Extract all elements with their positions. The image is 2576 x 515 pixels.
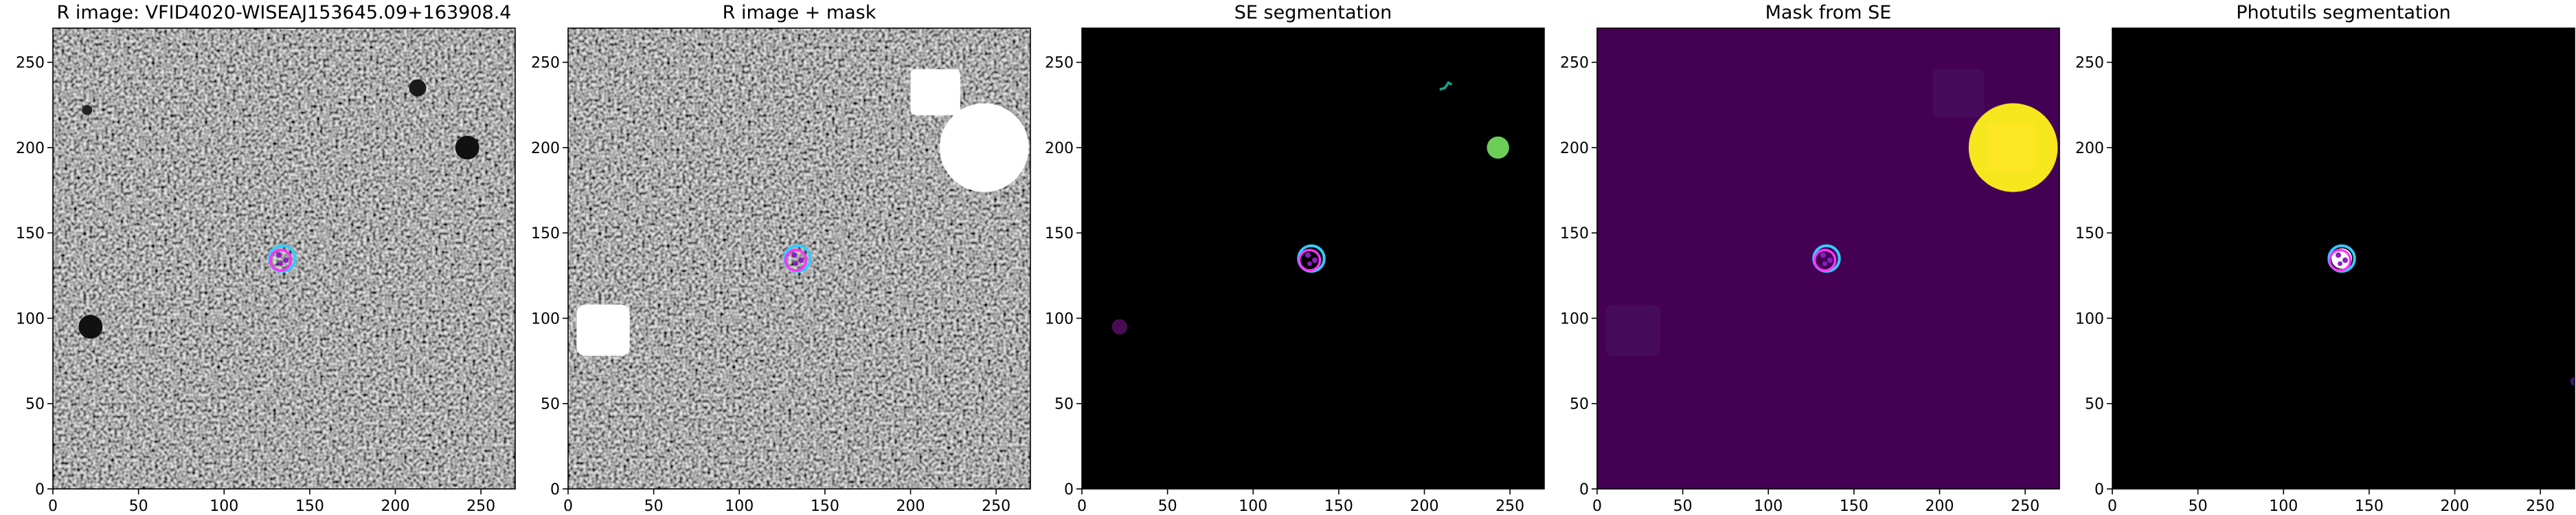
y-tick-label: 150 [531, 225, 560, 242]
x-tick-label: 150 [1324, 498, 1353, 515]
panel-title: R image: VFID4020-WISEAJ153645.09+163908… [57, 2, 512, 23]
y-tick-label: 100 [16, 310, 45, 328]
x-tick-label: 150 [295, 498, 324, 515]
axes-frame [1081, 27, 1545, 490]
x-tick-label: 200 [896, 498, 925, 515]
y-tick-label: 50 [1054, 396, 1074, 413]
x-tick-label: 200 [1925, 498, 1954, 515]
y-tick-label: 100 [1560, 310, 1589, 328]
panel-title: R image + mask [723, 2, 877, 23]
image [1597, 28, 2059, 489]
x-tick-label: 100 [1239, 498, 1267, 515]
image [568, 28, 1030, 489]
axes-frame [1596, 27, 2060, 490]
y-tick-label: 0 [550, 481, 560, 499]
y-tick-label: 150 [2075, 225, 2104, 242]
y-tick-label: 150 [1045, 225, 1074, 242]
x-tick-label: 50 [129, 498, 148, 515]
x-tick-label: 100 [2269, 498, 2298, 515]
x-tick-label: 0 [48, 498, 58, 515]
y-tick-label: 100 [531, 310, 560, 328]
x-tick-label: 0 [563, 498, 573, 515]
y-tick-label: 100 [1045, 310, 1074, 328]
x-tick-label: 150 [1840, 498, 1868, 515]
x-tick-label: 200 [1410, 498, 1439, 515]
x-tick-label: 50 [644, 498, 664, 515]
x-tick-label: 100 [210, 498, 238, 515]
x-tick-label: 250 [1495, 498, 1524, 515]
y-tick-label: 250 [1560, 55, 1589, 72]
x-tick-label: 150 [2355, 498, 2384, 515]
panel-title: Mask from SE [1765, 2, 1892, 23]
y-tick-label: 200 [1560, 140, 1589, 157]
x-tick-label: 100 [725, 498, 754, 515]
x-tick-label: 250 [2526, 498, 2555, 515]
y-tick-label: 250 [2075, 55, 2104, 72]
panel-title: SE segmentation [1234, 2, 1392, 23]
x-tick-label: 200 [2441, 498, 2470, 515]
image [1082, 28, 1544, 489]
x-tick-label: 0 [1592, 498, 1602, 515]
y-tick-label: 250 [531, 55, 560, 72]
x-tick-label: 250 [982, 498, 1010, 515]
y-tick-label: 50 [25, 396, 45, 413]
x-tick-label: 150 [811, 498, 839, 515]
x-tick-label: 200 [381, 498, 410, 515]
y-tick-label: 200 [2075, 140, 2104, 157]
axes-frame [52, 27, 516, 490]
y-tick-label: 200 [16, 140, 45, 157]
x-tick-label: 50 [1673, 498, 1693, 515]
y-tick-label: 0 [2094, 481, 2104, 499]
y-tick-label: 50 [541, 396, 560, 413]
x-tick-label: 250 [2011, 498, 2040, 515]
y-tick-label: 0 [35, 481, 45, 499]
y-tick-label: 0 [1579, 481, 1589, 499]
y-tick-label: 250 [1045, 55, 1074, 72]
panel-title: Photutils segmentation [2236, 2, 2451, 23]
image [2112, 28, 2575, 489]
y-tick-label: 50 [2085, 396, 2104, 413]
axes-frame [567, 27, 1031, 490]
y-tick-label: 200 [531, 140, 560, 157]
x-tick-label: 250 [466, 498, 495, 515]
y-tick-label: 200 [1045, 140, 1074, 157]
x-tick-label: 100 [1754, 498, 1783, 515]
y-tick-label: 150 [16, 225, 45, 242]
y-tick-label: 150 [1560, 225, 1589, 242]
x-tick-label: 50 [2189, 498, 2208, 515]
y-tick-label: 250 [16, 55, 45, 72]
y-tick-label: 0 [1064, 481, 1074, 499]
y-tick-label: 50 [1570, 396, 1589, 413]
axes-frame [2112, 27, 2575, 490]
x-tick-label: 0 [1077, 498, 1087, 515]
x-tick-label: 0 [2108, 498, 2117, 515]
x-tick-label: 50 [1158, 498, 1177, 515]
image [53, 28, 515, 489]
y-tick-label: 100 [2075, 310, 2104, 328]
